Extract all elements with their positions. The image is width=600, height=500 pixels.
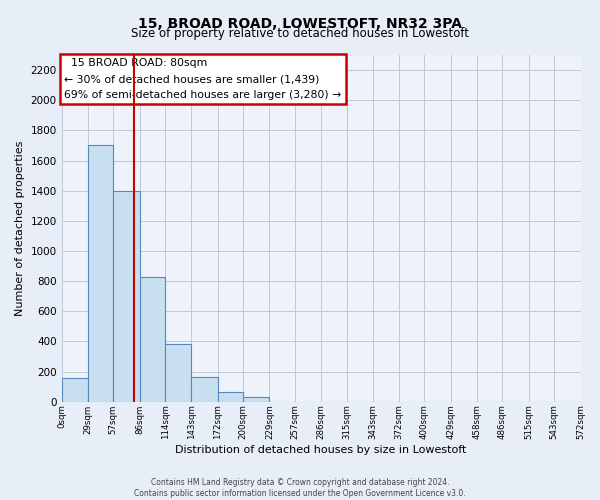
Text: Size of property relative to detached houses in Lowestoft: Size of property relative to detached ho… <box>131 28 469 40</box>
Bar <box>191 377 218 402</box>
Bar <box>243 398 269 402</box>
Bar <box>113 190 140 402</box>
Text: 15, BROAD ROAD, LOWESTOFT, NR32 3PA: 15, BROAD ROAD, LOWESTOFT, NR32 3PA <box>138 18 462 32</box>
Bar <box>218 392 243 402</box>
Text: 15 BROAD ROAD: 80sqm  
← 30% of detached houses are smaller (1,439)
69% of semi-: 15 BROAD ROAD: 80sqm ← 30% of detached h… <box>64 58 341 100</box>
Bar <box>62 378 88 402</box>
X-axis label: Distribution of detached houses by size in Lowestoft: Distribution of detached houses by size … <box>175 445 467 455</box>
Bar <box>165 344 191 402</box>
Bar <box>140 276 165 402</box>
Text: Contains HM Land Registry data © Crown copyright and database right 2024.
Contai: Contains HM Land Registry data © Crown c… <box>134 478 466 498</box>
Bar <box>88 146 113 402</box>
Y-axis label: Number of detached properties: Number of detached properties <box>15 140 25 316</box>
